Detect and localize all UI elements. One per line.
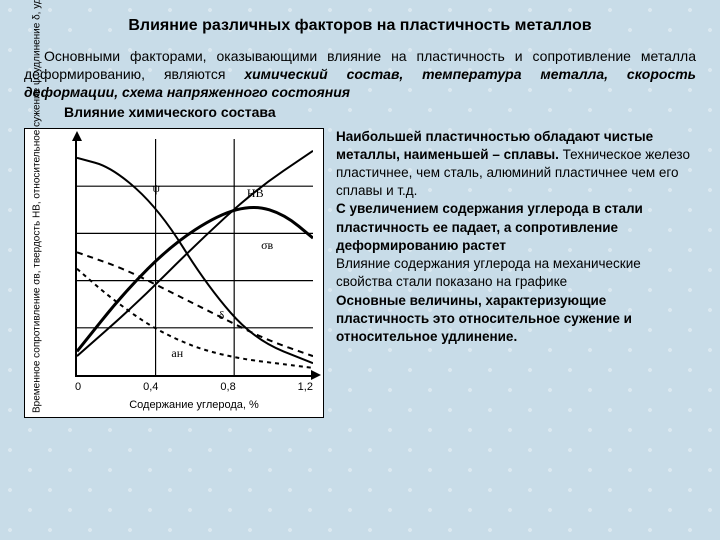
curve-label-sigma: σв [261,238,273,254]
x-tick: 0,8 [220,380,235,394]
x-ticks: 0 0,4 0,8 1,2 [75,380,313,394]
x-tick: 1,2 [298,380,313,394]
desc-bold-4: Основные величины, характеризующие пласт… [336,292,696,347]
curve-label-an: aн [171,346,183,362]
x-tick: 0,4 [143,380,158,394]
intro-paragraph: Основными факторами, оказывающими влияни… [24,47,696,102]
x-tick: 0 [75,380,81,394]
chart-svg [77,139,313,375]
subheading: Влияние химического состава [24,103,696,121]
curve-label-delta: δ [219,308,225,324]
properties-chart: Временное сопротивление σв, твердость HB… [24,128,324,418]
curve-label-psi: ψ [153,181,161,197]
curve-label-hb: HB [247,186,264,202]
x-axis-label: Содержание углерода, % [75,398,313,412]
desc-text-3: Влияние содержания углерода на механичес… [336,255,696,291]
desc-bold-2: С увеличением содержания углерода в стал… [336,200,696,255]
page-title: Влияние различных факторов на пластичнос… [24,16,696,37]
y-axis-label: Временное сопротивление σв, твердость HB… [31,133,44,413]
plot-area: ψ HB σв δ aн [75,139,313,377]
content-row: Временное сопротивление σв, твердость HB… [24,128,696,418]
description-column: Наибольшей пластичностью обладают чистые… [336,128,696,418]
